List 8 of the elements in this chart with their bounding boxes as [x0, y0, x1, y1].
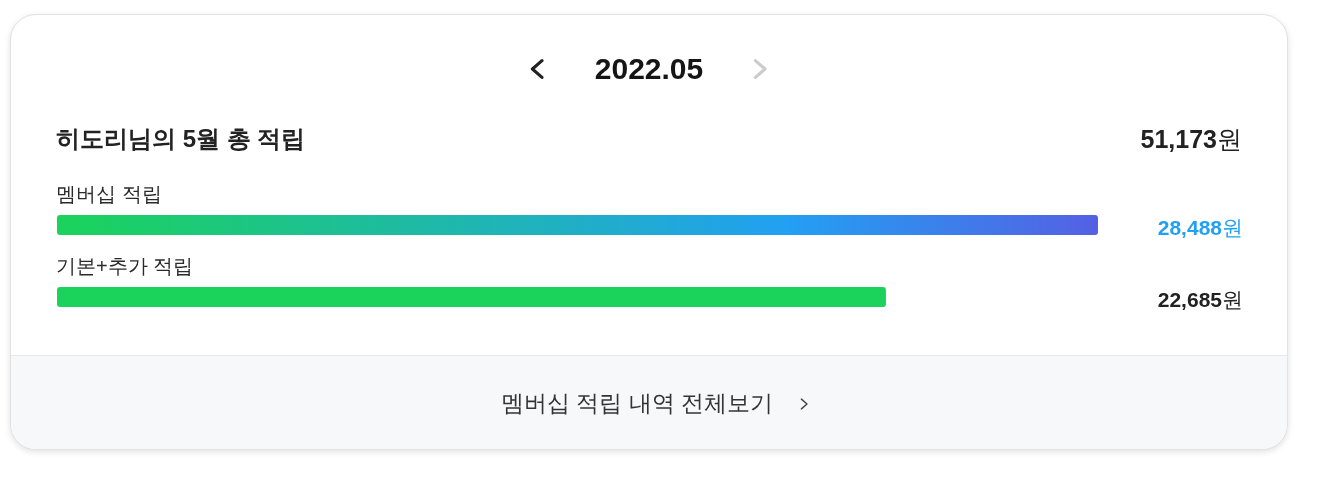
text: 51,173원	[1140, 125, 1242, 153]
text: 멤버십 적립 내역 전체보기	[500, 390, 774, 416]
data-label: 28,488원	[1157, 215, 1243, 239]
data-label: 22,685원	[1157, 287, 1243, 311]
y-tick-label: 멤버십 적립	[56, 183, 162, 205]
chart-title: 2022.05	[594, 52, 704, 85]
chart-subtitle: 히도리님의 5월 총 적립	[56, 125, 306, 152]
y-tick-label: 기본+추가 적립	[56, 255, 194, 277]
